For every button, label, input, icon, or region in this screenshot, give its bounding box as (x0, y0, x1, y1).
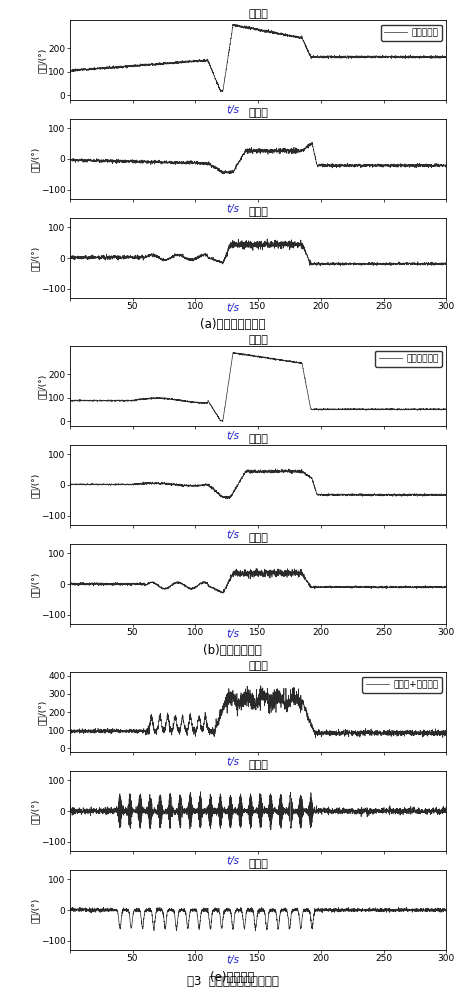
Text: t/s: t/s (226, 629, 239, 639)
Text: t/s: t/s (226, 955, 239, 965)
Legend: 卡尔曼+互补滤波: 卡尔曼+互补滤波 (362, 677, 442, 693)
Title: 航向角: 航向角 (248, 335, 268, 345)
Text: (a)单个陀螺仪算法: (a)单个陀螺仪算法 (200, 318, 265, 332)
Y-axis label: 角度/(°): 角度/(°) (30, 146, 40, 172)
Text: t/s: t/s (226, 431, 239, 441)
Y-axis label: 角度/(°): 角度/(°) (30, 897, 40, 923)
Y-axis label: 角度/(°): 角度/(°) (38, 373, 47, 399)
Y-axis label: 角度/(°): 角度/(°) (30, 571, 40, 597)
Title: 横滚角: 横滚角 (248, 207, 268, 217)
Text: t/s: t/s (226, 530, 239, 540)
Legend: 互补滤波算法: 互补滤波算法 (375, 351, 442, 367)
Y-axis label: 角度/(°): 角度/(°) (30, 472, 40, 498)
Text: (e)本文算法: (e)本文算法 (210, 971, 255, 984)
Title: 横滚角: 横滚角 (248, 533, 268, 543)
Legend: 陀螺仪解算: 陀螺仪解算 (381, 25, 442, 41)
Y-axis label: 角度/(°): 角度/(°) (30, 798, 40, 824)
Title: 航向角: 航向角 (248, 9, 268, 19)
Y-axis label: 角度/(°): 角度/(°) (30, 245, 40, 271)
Title: 横滚角: 横滚角 (248, 859, 268, 869)
Y-axis label: 角度/(°): 角度/(°) (38, 699, 47, 725)
Text: t/s: t/s (226, 204, 239, 214)
Title: 俯仰角: 俯仰角 (248, 434, 268, 444)
Title: 航向角: 航向角 (248, 661, 268, 671)
Text: t/s: t/s (226, 757, 239, 767)
Y-axis label: 角度/(°): 角度/(°) (38, 47, 47, 73)
Text: t/s: t/s (226, 856, 239, 866)
Text: (b)互补滤波算法: (b)互补滤波算法 (203, 645, 262, 658)
Text: t/s: t/s (226, 303, 239, 313)
Title: 俯仰角: 俯仰角 (248, 108, 268, 118)
Text: t/s: t/s (226, 105, 239, 115)
Title: 俯仰角: 俯仰角 (248, 760, 268, 770)
Text: 图3  行走模式下的测量结果: 图3 行走模式下的测量结果 (186, 975, 279, 988)
